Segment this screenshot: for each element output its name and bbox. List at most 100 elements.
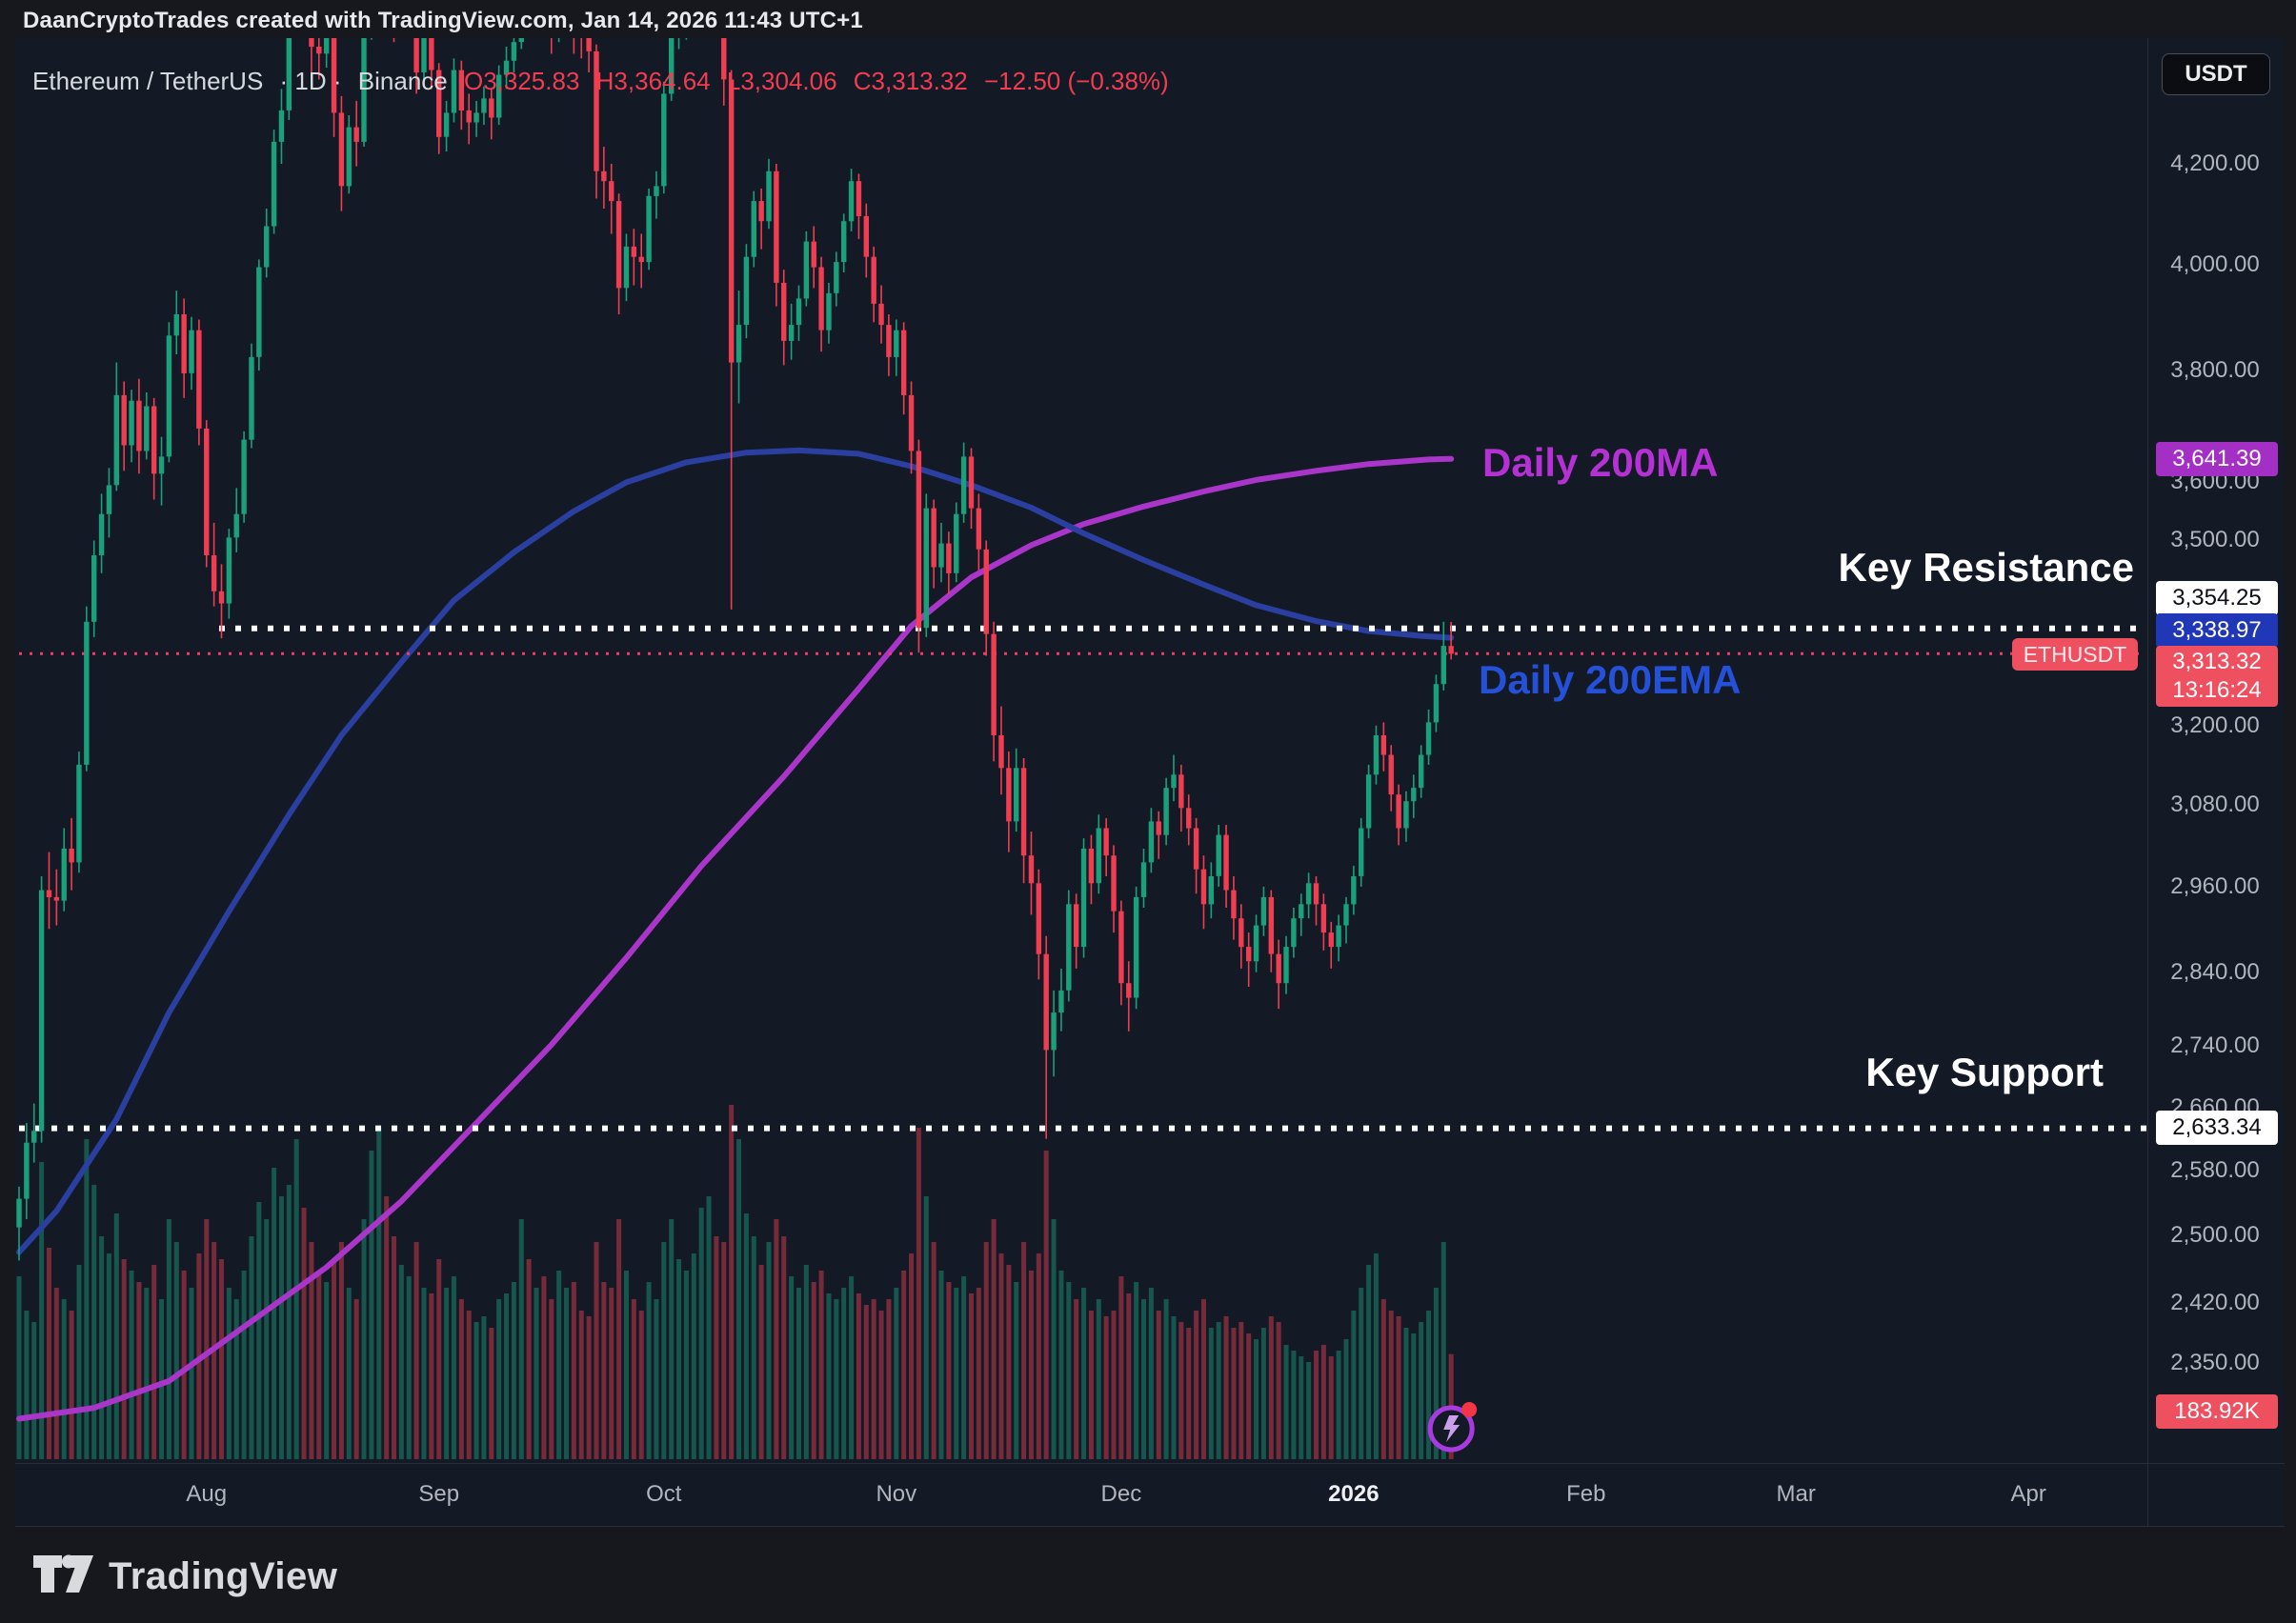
volume-bar <box>1014 1282 1019 1459</box>
volume-bar <box>1051 1219 1057 1459</box>
candle-body <box>1171 774 1177 789</box>
volume-bar <box>661 1242 667 1459</box>
volume-bar <box>1186 1328 1192 1459</box>
volume-bar <box>1156 1311 1161 1459</box>
candle-body <box>429 38 434 70</box>
volume-bar <box>1239 1322 1244 1459</box>
candle-body <box>1359 828 1364 876</box>
volume-bar <box>758 1265 764 1459</box>
volume-bar <box>916 1128 921 1459</box>
volume-bar <box>159 1299 165 1459</box>
candle-body <box>226 537 232 604</box>
support-annotation[interactable]: Key Support <box>1865 1050 2104 1094</box>
volume-bar <box>706 1196 712 1459</box>
ma200-line[interactable] <box>16 455 1455 1422</box>
symbol-name[interactable]: Ethereum / TetherUS <box>32 67 264 95</box>
volume-bar <box>526 1259 532 1459</box>
candle-body <box>788 325 795 341</box>
volume-bar <box>1148 1288 1154 1459</box>
candle-body <box>579 32 584 37</box>
price-tick-label: 2,740.00 <box>2170 1032 2260 1059</box>
volume-bar <box>736 1139 742 1459</box>
resistance-annotation[interactable]: Key Resistance <box>1838 545 2134 590</box>
volume-bar <box>594 1242 599 1459</box>
candle-body <box>256 267 262 357</box>
volume-bar <box>293 1139 299 1459</box>
ema200-line[interactable] <box>16 447 1455 1255</box>
time-scale[interactable]: Aug Sep Oct Nov Dec 2026 Feb Mar Apr <box>15 1464 2285 1526</box>
volume-bar <box>1074 1299 1079 1459</box>
candle-body <box>1126 983 1132 998</box>
volume-bar <box>106 1253 111 1459</box>
volume-bar <box>1163 1299 1169 1459</box>
symbol-header[interactable]: Ethereum / TetherUS · 1D · Binance O3,32… <box>32 67 1178 96</box>
candle-body <box>1403 801 1409 829</box>
candle-body <box>16 1198 22 1228</box>
candle-body <box>436 70 442 137</box>
volume-bar <box>504 1293 510 1459</box>
candle-body <box>1111 855 1117 912</box>
candle-body <box>129 400 134 446</box>
ma200-annotation[interactable]: Daily 200MA <box>1482 440 1719 485</box>
symbol-price-label: ETHUSDT <box>2012 638 2138 671</box>
volume-bar <box>1141 1299 1146 1459</box>
volume-bar <box>1314 1351 1319 1459</box>
volume-bar <box>392 1236 396 1459</box>
volume-bar <box>166 1219 171 1459</box>
volume-bar <box>272 1168 277 1459</box>
volume-bar <box>616 1219 622 1459</box>
exchange-label: Binance <box>357 67 448 95</box>
candle-body <box>1388 754 1394 795</box>
tradingview-logo-icon <box>33 1554 93 1593</box>
candle-body <box>1133 896 1139 998</box>
ema200-annotation[interactable]: Daily 200EMA <box>1479 657 1742 702</box>
candle-body <box>1073 904 1079 948</box>
volume-bar <box>384 1196 390 1459</box>
high-value: H3,364.64 <box>595 67 711 95</box>
candle-body <box>211 555 217 591</box>
candle-body <box>46 890 52 897</box>
volume-bar <box>938 1271 944 1459</box>
volume-bar <box>1208 1328 1214 1459</box>
candle-body <box>646 195 652 263</box>
candle-body <box>811 241 816 268</box>
candle-body <box>466 110 472 123</box>
candle-body <box>960 456 967 514</box>
candle-body <box>1028 855 1035 884</box>
candle-body <box>1433 684 1440 723</box>
price-tick-label: 2,500.00 <box>2170 1222 2260 1249</box>
volume-bar <box>1118 1276 1124 1459</box>
candle-body <box>1118 911 1124 984</box>
candle-body <box>511 42 517 61</box>
volume-bar <box>818 1271 824 1459</box>
candle-body <box>113 394 120 486</box>
candle-body <box>421 38 427 72</box>
volume-bar <box>841 1288 847 1459</box>
candle-body <box>803 241 810 299</box>
interval-label[interactable]: · 1D · <box>279 67 342 95</box>
volume-bar <box>654 1299 659 1459</box>
volume-bar <box>518 1219 524 1459</box>
chart-background[interactable] <box>15 38 2285 1526</box>
candle-body <box>76 764 82 863</box>
candle-body <box>796 298 802 326</box>
volume-bar <box>1231 1328 1237 1459</box>
tradingview-logo[interactable]: TradingView <box>32 1553 337 1600</box>
currency-toggle-button[interactable]: USDT <box>2162 53 2270 95</box>
panel-bottom-border <box>15 1526 2285 1527</box>
close-value: C3,313.32 <box>853 67 968 95</box>
volume-bar <box>444 1288 450 1459</box>
volume-bar <box>413 1242 419 1459</box>
volume-bar <box>1426 1311 1432 1459</box>
volume-bar <box>1178 1322 1184 1459</box>
time-tick-label-feb: Feb <box>1566 1481 1606 1507</box>
candle-body <box>661 93 667 187</box>
volume-bar <box>24 1311 30 1459</box>
price-scale[interactable]: USDT 4,200.00 4,000.00 3,800.00 3,600.00 3,5… <box>2148 38 2285 1463</box>
candle-body <box>1336 925 1341 948</box>
candle-body <box>1186 808 1192 829</box>
volume-bar <box>1223 1316 1229 1459</box>
volume-bar <box>968 1293 974 1459</box>
